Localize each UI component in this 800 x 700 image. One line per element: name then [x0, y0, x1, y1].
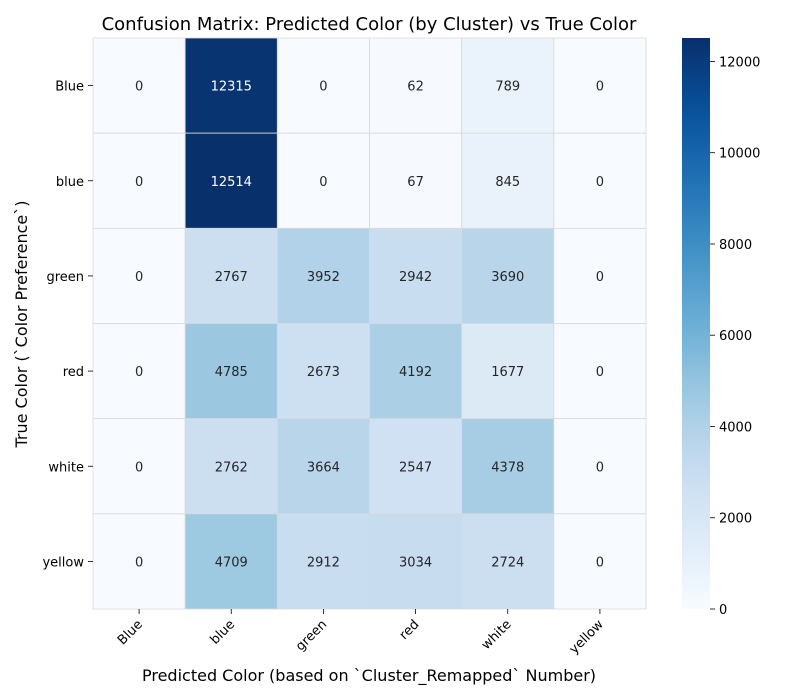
cell-value-label: 4192 [399, 365, 432, 380]
heatmap-cell-0-2 [276, 37, 370, 134]
y-axis-ticks: Blue blue green red white yellow [42, 80, 93, 570]
cell-value-label: 3952 [307, 270, 340, 285]
cell-value-label: 789 [495, 80, 520, 95]
cell-value-label: 12514 [211, 175, 252, 190]
cell-value-label: 0 [135, 555, 143, 570]
heatmap-cell-1-3 [369, 132, 463, 229]
heatmap-cell-2-5 [553, 227, 647, 324]
colorbar [682, 38, 710, 609]
heatmap-cell-5-0 [92, 513, 186, 610]
heatmap-cell-4-0 [92, 418, 186, 515]
cell-value-label: 4378 [491, 460, 524, 475]
y-tick-label: green [46, 270, 84, 285]
x-tick-label: red [397, 617, 423, 643]
cell-value-label: 0 [596, 175, 604, 190]
cell-value-label: 2547 [399, 460, 432, 475]
x-tick-label: yellow [567, 617, 607, 657]
heatmap-cell-0-1 [184, 37, 278, 134]
heatmap-cell-2-3 [369, 227, 463, 324]
cell-value-label: 12315 [211, 80, 252, 95]
y-tick-label: yellow [42, 555, 84, 570]
cell-value-label: 0 [596, 365, 604, 380]
heatmap-cell-0-5 [553, 37, 647, 134]
cell-value-label: 3664 [307, 460, 340, 475]
cell-value-label: 0 [319, 80, 327, 95]
cell-value-label: 67 [407, 175, 424, 190]
heatmap-cell-4-4 [461, 418, 555, 515]
heatmap-cell-0-3 [369, 37, 463, 134]
cell-value-label: 1677 [491, 365, 524, 380]
heatmap-cell-2-0 [92, 227, 186, 324]
cell-value-label: 2942 [399, 270, 432, 285]
cell-value-label: 0 [596, 555, 604, 570]
heatmap-cell-4-5 [553, 418, 647, 515]
heatmap-cell-5-4 [461, 513, 555, 610]
colorbar-tick-label: 6000 [719, 329, 752, 344]
x-tick-label: blue [208, 617, 238, 647]
cell-value-label: 2767 [215, 270, 248, 285]
heatmap-cell-4-3 [369, 418, 463, 515]
heatmap-cell-1-5 [553, 132, 647, 229]
y-tick-label: Blue [55, 80, 84, 95]
cell-value-label: 0 [596, 460, 604, 475]
heatmap-cell-labels: 0 12315 0 62 789 0 0 12514 0 67 845 0 0 2767 3952 2942 3… [135, 80, 604, 571]
x-tick-label: Blue [115, 617, 146, 648]
heatmap-cell-3-0 [92, 323, 186, 420]
heatmap-cell-3-2 [276, 323, 370, 420]
heatmap-cell-2-2 [276, 227, 370, 324]
y-axis-label: True Color (`Color Preference`) [12, 200, 31, 448]
cell-value-label: 3690 [491, 270, 524, 285]
x-tick-label: white [479, 617, 515, 653]
cell-value-label: 0 [319, 175, 327, 190]
y-tick-label: red [63, 365, 84, 380]
x-tick-label: green [293, 617, 330, 654]
x-axis-ticks: Blue blue green red white yellow [115, 609, 607, 657]
y-tick-label: white [48, 460, 84, 475]
cell-value-label: 0 [135, 365, 143, 380]
colorbar-tick-label: 4000 [719, 420, 752, 435]
cell-value-label: 0 [596, 270, 604, 285]
heatmap-cell-1-1 [184, 132, 278, 229]
cell-value-label: 0 [135, 270, 143, 285]
cell-value-label: 0 [135, 175, 143, 190]
heatmap-cell-3-5 [553, 323, 647, 420]
cell-value-label: 0 [135, 460, 143, 475]
colorbar-tick-label: 12000 [719, 55, 760, 70]
heatmap-cell-0-0 [92, 37, 186, 134]
heatmap-cell-4-2 [276, 418, 370, 515]
cell-value-label: 2673 [307, 365, 340, 380]
heatmap-cell-5-5 [553, 513, 647, 610]
colorbar-tick-label: 2000 [719, 512, 752, 527]
heatmap-cell-2-1 [184, 227, 278, 324]
y-tick-label: blue [56, 175, 84, 190]
colorbar-tick-label: 10000 [719, 147, 760, 162]
heatmap-cell-3-3 [369, 323, 463, 420]
cell-value-label: 2724 [491, 555, 524, 570]
cell-value-label: 2912 [307, 555, 340, 570]
colorbar-tick-label: 0 [719, 603, 727, 618]
cell-value-label: 0 [596, 80, 604, 95]
cell-value-label: 4785 [215, 365, 248, 380]
cell-value-label: 4709 [215, 555, 248, 570]
colorbar-tick-label: 8000 [719, 238, 752, 253]
chart-title: Confusion Matrix: Predicted Color (by Cl… [102, 14, 637, 35]
heatmap-cell-0-4 [461, 37, 555, 134]
colorbar-ticks: 0 2000 4000 6000 8000 10000 12000 [710, 55, 760, 618]
cell-value-label: 845 [495, 175, 520, 190]
heatmap-cell-2-4 [461, 227, 555, 324]
cell-value-label: 3034 [399, 555, 432, 570]
x-axis-label: Predicted Color (based on `Cluster_Remap… [142, 666, 596, 686]
heatmap-cell-3-1 [184, 323, 278, 420]
cell-value-label: 2762 [215, 460, 248, 475]
cell-value-label: 62 [407, 80, 424, 95]
cell-value-label: 0 [135, 80, 143, 95]
heatmap-cell-3-4 [461, 323, 555, 420]
heatmap-cells [92, 37, 647, 610]
